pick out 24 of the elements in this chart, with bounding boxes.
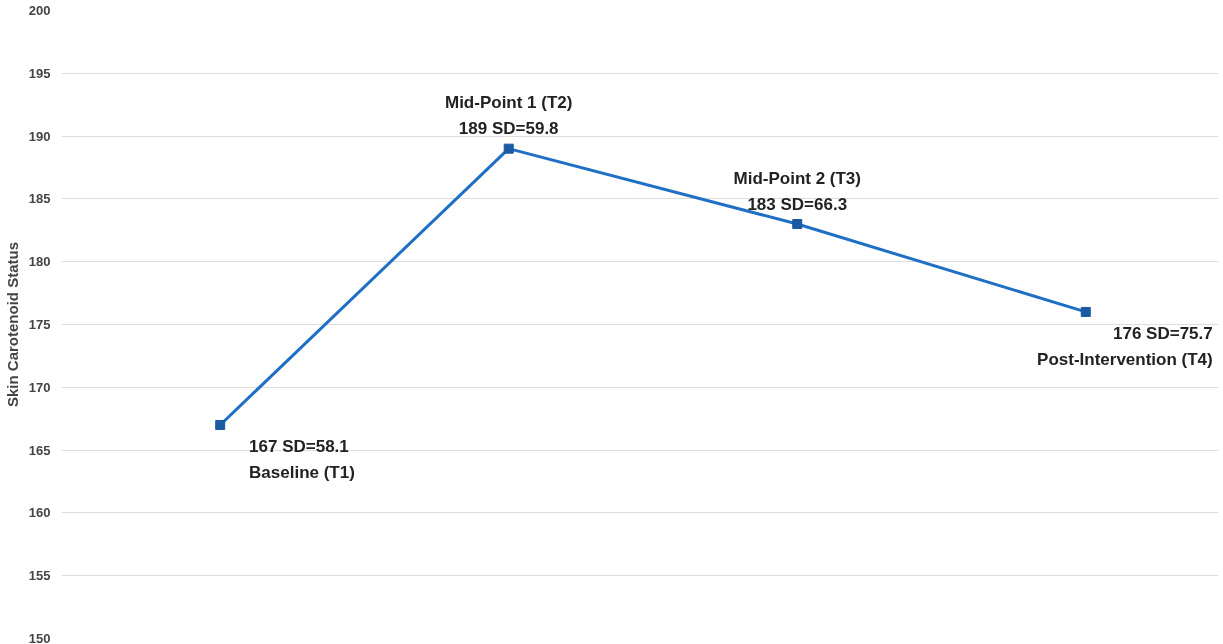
y-axis-title: Skin Carotenoid Status [3, 241, 21, 408]
point [215, 419, 226, 430]
y-tick-label: 185 [28, 191, 51, 207]
y-tick-label: 150 [28, 631, 51, 644]
y-tick-label: 160 [28, 505, 51, 521]
y-tick-label: 190 [28, 128, 51, 144]
y-tick-label: 180 [28, 254, 51, 270]
y-tick-label: 165 [28, 442, 51, 458]
y-tick-label: 200 [28, 3, 51, 18]
data-label: 176 SD=75.7 [1113, 324, 1213, 344]
annotation: Post-Intervention (T4) [1037, 350, 1213, 370]
annotation: Mid-Point 2 (T3) [733, 168, 861, 188]
y-tick-label: 175 [28, 317, 51, 332]
y-tick-label: 155 [28, 568, 51, 584]
point [503, 143, 514, 154]
y-tick-label: 195 [28, 65, 51, 81]
annotation: Baseline (T1) [249, 463, 355, 483]
y-tick-label: 170 [28, 379, 51, 395]
point [1080, 306, 1091, 317]
data-label: 189 SD=59.8 [458, 119, 559, 139]
data-label: 183 SD=66.3 [747, 194, 848, 214]
data-label: 167 SD=58.1 [249, 437, 349, 457]
annotation: Mid-Point 1 (T2) [444, 93, 573, 113]
point [792, 219, 803, 230]
